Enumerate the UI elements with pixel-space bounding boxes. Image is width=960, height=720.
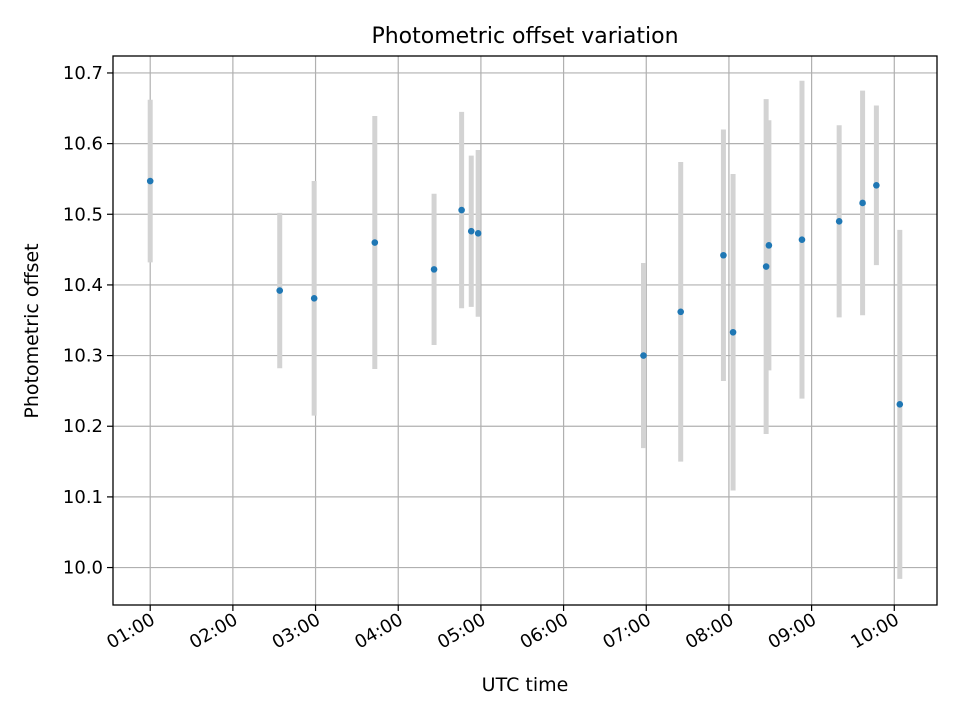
- x-tick-label: 05:00: [434, 609, 489, 653]
- x-tick-label: 06:00: [517, 609, 572, 653]
- y-tick-label: 10.6: [63, 134, 103, 155]
- x-axis-label: UTC time: [482, 674, 569, 696]
- x-tick-label: 10:00: [847, 609, 902, 653]
- y-tick-label: 10.5: [63, 204, 103, 225]
- y-tick-label: 10.7: [63, 63, 103, 84]
- data-point: [677, 308, 685, 316]
- data-point: [896, 401, 904, 408]
- chart-title: Photometric offset variation: [371, 24, 678, 49]
- data-point: [146, 177, 154, 185]
- plot-frame: [112, 55, 938, 606]
- data-point: [458, 206, 465, 214]
- data-point: [859, 199, 866, 207]
- x-tick-label: 07:00: [599, 609, 654, 653]
- y-tick-label: 10.1: [63, 487, 103, 508]
- error-bars: [147, 80, 903, 579]
- data-point: [765, 242, 773, 249]
- data-point: [720, 251, 727, 259]
- data-point: [430, 266, 438, 273]
- x-tick-label: 08:00: [682, 609, 737, 653]
- data-point: [276, 287, 284, 294]
- y-tick-label: 10.3: [63, 346, 103, 367]
- y-axis: 10.0 10.1 10.2 10.3 10.4 10.5 10.6 10.7: [63, 63, 113, 579]
- grid: [113, 56, 937, 605]
- x-axis: 01:00 02:00 03:00 04:00 05:00 06:00 07:00 08:00…: [103, 605, 903, 653]
- data-points: [146, 177, 904, 408]
- data-point: [371, 239, 379, 246]
- y-tick-label: 10.4: [63, 275, 103, 296]
- data-point: [640, 352, 647, 359]
- data-point: [798, 236, 806, 244]
- x-tick-label: 09:00: [765, 609, 820, 653]
- data-point: [310, 295, 318, 302]
- x-tick-label: 03:00: [269, 609, 324, 653]
- x-tick-label: 04:00: [351, 609, 406, 653]
- data-point: [873, 182, 880, 189]
- data-point: [835, 218, 843, 225]
- data-point: [729, 328, 737, 336]
- data-point: [467, 227, 475, 235]
- data-point: [474, 230, 482, 237]
- data-point: [762, 263, 770, 270]
- y-tick-label: 10.0: [63, 558, 103, 579]
- x-tick-label: 02:00: [186, 609, 241, 653]
- x-tick-label: 01:00: [103, 609, 158, 653]
- y-axis-label: Photometric offset: [21, 243, 43, 418]
- y-tick-label: 10.2: [63, 416, 103, 437]
